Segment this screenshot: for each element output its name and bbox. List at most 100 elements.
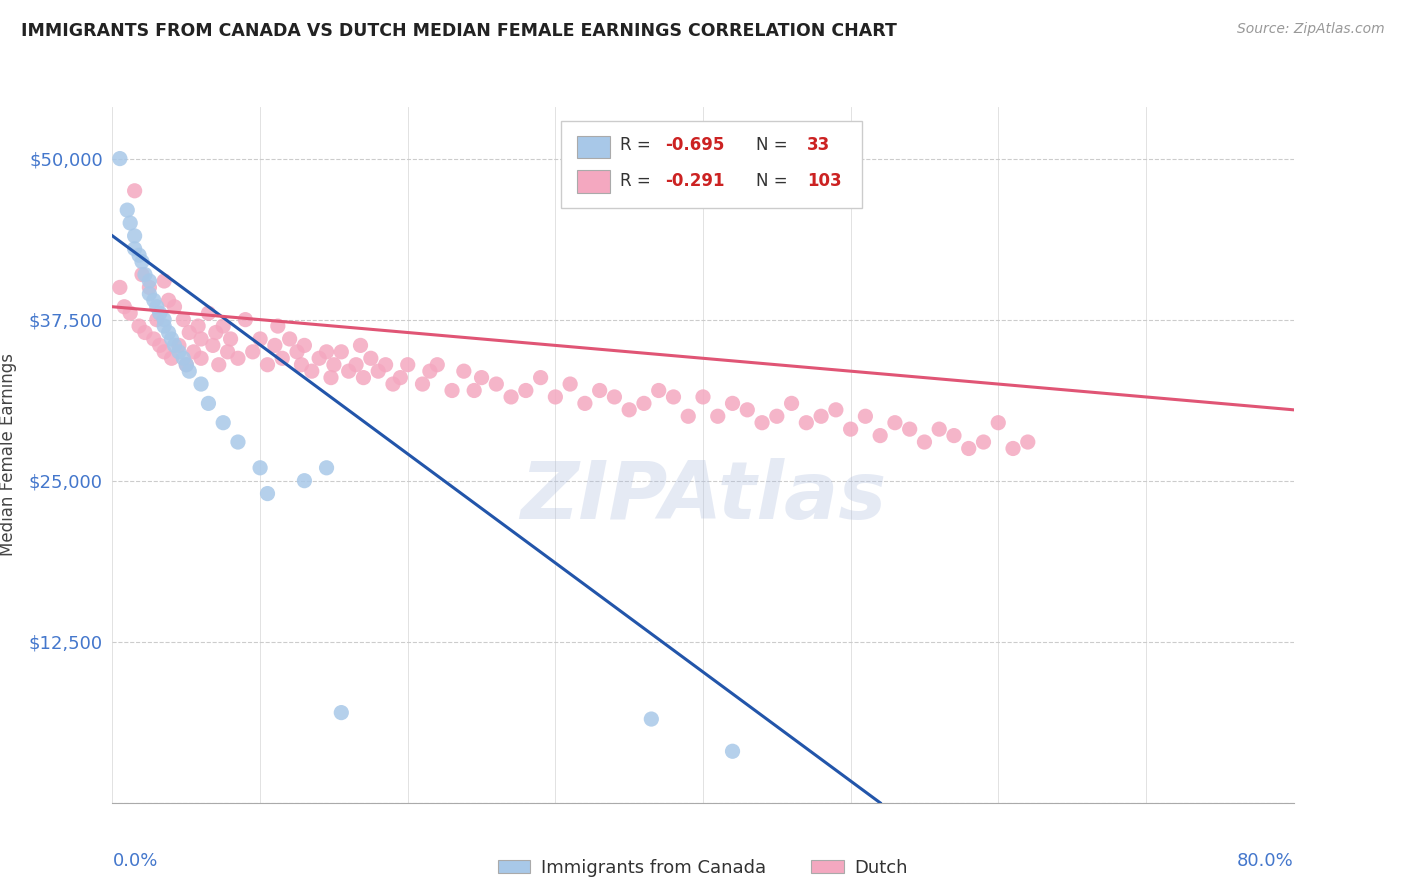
Point <box>352 370 374 384</box>
Point <box>149 306 172 320</box>
Point <box>285 344 308 359</box>
Point <box>751 416 773 430</box>
Y-axis label: Median Female Earnings: Median Female Earnings <box>0 353 17 557</box>
Point <box>419 364 441 378</box>
Point <box>308 351 330 366</box>
Point <box>153 312 176 326</box>
FancyBboxPatch shape <box>561 121 862 208</box>
Point <box>190 332 212 346</box>
FancyBboxPatch shape <box>576 170 610 193</box>
Point <box>706 409 728 424</box>
Point <box>501 390 523 404</box>
Point <box>131 254 153 268</box>
Point <box>315 460 337 475</box>
Point <box>766 409 789 424</box>
Point <box>256 358 278 372</box>
Point <box>117 203 138 218</box>
Text: 33: 33 <box>807 136 830 154</box>
Point <box>1017 435 1039 450</box>
Point <box>124 228 146 243</box>
Point <box>205 326 228 340</box>
Point <box>301 364 323 378</box>
Point <box>441 384 464 398</box>
Point <box>796 416 818 430</box>
Point <box>647 384 671 398</box>
Point <box>662 390 685 404</box>
Text: -0.291: -0.291 <box>665 172 724 191</box>
Point <box>142 293 165 308</box>
Point <box>163 338 186 352</box>
Point <box>426 358 449 372</box>
Point <box>973 435 995 450</box>
Point <box>190 377 212 392</box>
Point <box>1001 442 1024 456</box>
Point <box>319 370 342 384</box>
Point <box>201 338 224 352</box>
Point <box>374 358 396 372</box>
Point <box>942 428 965 442</box>
Point <box>640 712 662 726</box>
FancyBboxPatch shape <box>576 136 610 158</box>
Point <box>249 460 271 475</box>
Point <box>153 274 176 288</box>
Point <box>212 416 235 430</box>
Point <box>453 364 475 378</box>
Point <box>112 300 135 314</box>
Point <box>249 332 271 346</box>
Text: Source: ZipAtlas.com: Source: ZipAtlas.com <box>1237 22 1385 37</box>
Point <box>914 435 936 450</box>
Point <box>167 344 190 359</box>
Point <box>146 300 169 314</box>
Text: -0.695: -0.695 <box>665 136 724 154</box>
Point <box>678 409 700 424</box>
Point <box>233 312 256 326</box>
Point <box>824 402 846 417</box>
Point <box>485 377 508 392</box>
Point <box>131 268 153 282</box>
Point <box>810 409 832 424</box>
Point <box>134 326 156 340</box>
Point <box>120 306 142 320</box>
Point <box>174 358 197 372</box>
Point <box>411 377 433 392</box>
Point <box>323 358 346 372</box>
Point <box>160 351 183 366</box>
Point <box>128 248 150 262</box>
Point <box>330 706 353 720</box>
Point <box>515 384 537 398</box>
Point <box>330 344 353 359</box>
Point <box>157 326 180 340</box>
Point <box>855 409 877 424</box>
Point <box>558 377 582 392</box>
Text: IMMIGRANTS FROM CANADA VS DUTCH MEDIAN FEMALE EARNINGS CORRELATION CHART: IMMIGRANTS FROM CANADA VS DUTCH MEDIAN F… <box>21 22 897 40</box>
Point <box>172 351 194 366</box>
Point <box>349 338 371 352</box>
Point <box>619 402 641 417</box>
Point <box>163 300 186 314</box>
Point <box>544 390 567 404</box>
Point <box>160 332 183 346</box>
Point <box>529 370 551 384</box>
Point <box>197 306 219 320</box>
Point <box>396 358 419 372</box>
Point <box>957 442 980 456</box>
Point <box>217 344 239 359</box>
Point <box>187 319 209 334</box>
Point <box>174 358 197 372</box>
Point <box>292 474 315 488</box>
Point <box>264 338 287 352</box>
Text: R =: R = <box>620 136 657 154</box>
Point <box>344 358 367 372</box>
Text: 80.0%: 80.0% <box>1237 852 1294 870</box>
Point <box>138 280 160 294</box>
Point <box>124 242 146 256</box>
Point <box>470 370 494 384</box>
Point <box>183 344 205 359</box>
Point <box>574 396 596 410</box>
Point <box>134 268 156 282</box>
Point <box>208 358 231 372</box>
Text: N =: N = <box>756 172 793 191</box>
Point <box>360 351 382 366</box>
Point <box>153 319 176 334</box>
Point <box>884 416 907 430</box>
